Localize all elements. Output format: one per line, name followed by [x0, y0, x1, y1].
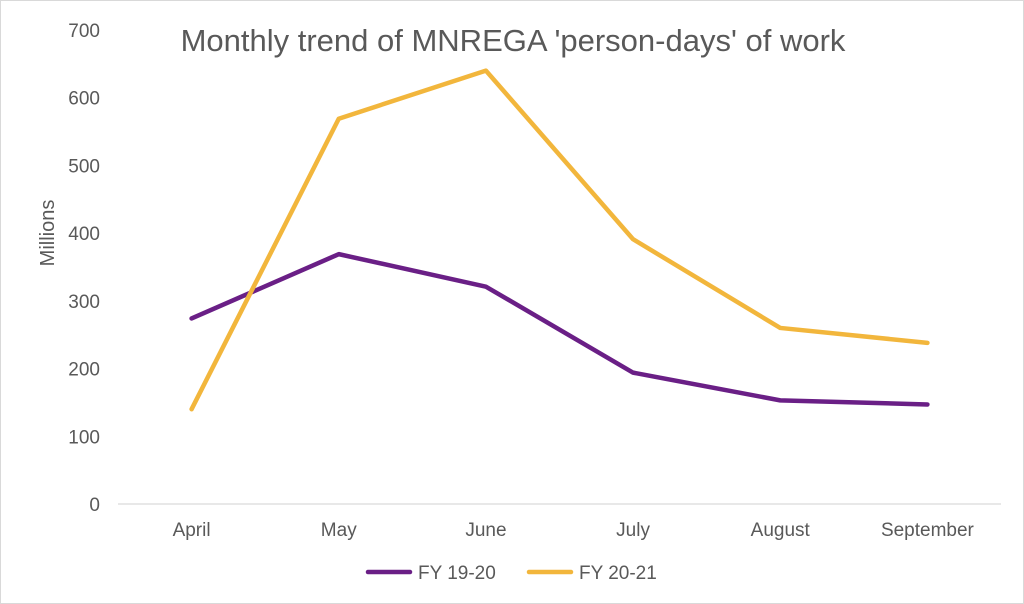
y-tick-label: 700: [68, 21, 100, 42]
y-tick-label: 600: [68, 89, 100, 110]
x-tick-label: September: [881, 520, 975, 541]
series-line-1: [189, 251, 930, 407]
y-tick-label: 500: [68, 156, 100, 177]
y-tick-label: 0: [89, 495, 100, 516]
series-lines: [189, 68, 930, 412]
x-axis-ticks: April May June July August September: [173, 520, 975, 541]
x-tick-label: June: [465, 520, 506, 541]
x-tick-label: August: [751, 520, 811, 541]
x-tick-label: April: [173, 520, 211, 541]
series-line-2: [189, 68, 930, 412]
legend-label: FY 19-20: [418, 563, 496, 584]
chart-title: Monthly trend of MNREGA 'person-days' of…: [181, 23, 846, 58]
y-axis-title: Millions: [37, 200, 59, 267]
x-tick-label: May: [321, 520, 357, 541]
legend: FY 19-20 FY 20-21: [365, 563, 657, 584]
y-tick-label: 100: [68, 427, 100, 448]
y-tick-label: 400: [68, 224, 100, 245]
y-tick-label: 300: [68, 292, 100, 313]
legend-label: FY 20-21: [579, 563, 657, 584]
x-tick-label: July: [616, 520, 650, 541]
y-tick-label: 200: [68, 360, 100, 381]
y-axis-ticks: 0 100 200 300 400 500 600 700: [68, 21, 100, 516]
